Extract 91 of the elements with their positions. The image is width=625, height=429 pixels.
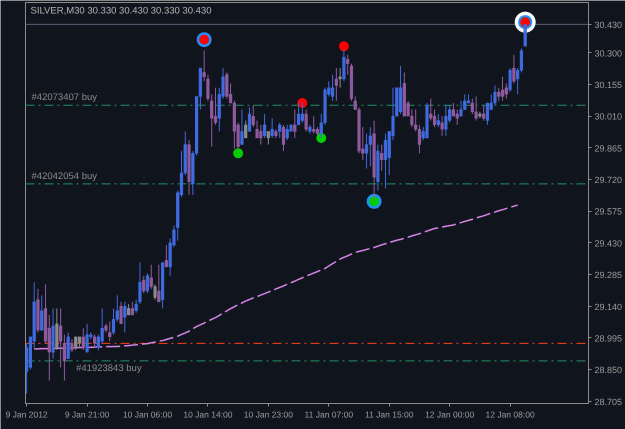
candlestick xyxy=(278,122,282,138)
candlestick xyxy=(146,272,150,294)
candlestick xyxy=(74,336,78,350)
y-tick-label: 28.705 xyxy=(594,396,622,407)
candlestick xyxy=(508,68,512,93)
candlestick xyxy=(142,275,146,294)
candlestick xyxy=(342,50,346,82)
x-tick-label: 11 Jan 15:00 xyxy=(364,410,414,420)
y-tick-label: 29.430 xyxy=(594,238,622,248)
candlestick xyxy=(293,109,296,138)
candlestick xyxy=(296,102,300,126)
chart-title: SILVER,M30 30.330 30.430 30.330 30.430 xyxy=(30,6,212,16)
x-tick-label: 11 Jan 07:00 xyxy=(304,410,354,420)
y-tick-label: 29.865 xyxy=(594,143,622,154)
candlestick xyxy=(486,102,490,126)
candlestick xyxy=(259,124,262,146)
ref-line-label: #42042054 buy xyxy=(32,170,98,182)
candlestick xyxy=(70,338,74,353)
candlestick xyxy=(380,144,384,172)
y-tick-label: 30.010 xyxy=(594,112,622,122)
x-tick-label: 10 Jan 23:00 xyxy=(244,410,294,420)
x-tick-label: 10 Jan 14:00 xyxy=(183,410,233,420)
candlestick xyxy=(368,126,372,167)
ref-line-label: #42073407 buy xyxy=(32,92,98,104)
x-tick-label: 9 Jan 21:00 xyxy=(64,410,110,420)
candlestick xyxy=(82,328,85,350)
y-tick-label: 29.285 xyxy=(594,270,622,280)
candlestick xyxy=(524,24,527,47)
candlestick xyxy=(482,104,486,122)
ref-line-label: #41923843 buy xyxy=(76,362,142,374)
candlestick xyxy=(252,104,255,128)
candlestick xyxy=(282,124,286,152)
candlestick xyxy=(248,106,252,132)
candlestick xyxy=(384,133,388,189)
candlestick xyxy=(286,124,289,141)
y-tick-label: 30.300 xyxy=(594,48,622,58)
candlestick xyxy=(330,74,334,102)
candlestick xyxy=(440,116,444,136)
candlestick xyxy=(123,301,126,333)
candlestick xyxy=(112,308,116,336)
candlestick xyxy=(78,336,82,348)
candlestick xyxy=(456,109,459,126)
candlestick xyxy=(66,332,70,360)
candlestick xyxy=(130,301,134,316)
candlestick xyxy=(40,294,44,331)
x-tick-label: 12 Jan 08:00 xyxy=(486,410,535,420)
candlestick xyxy=(418,124,422,154)
candlestick xyxy=(266,130,270,146)
point xyxy=(233,148,244,158)
candlestick xyxy=(338,68,342,88)
candlestick xyxy=(444,104,448,136)
x-tick-label: 9 Jan 2012 xyxy=(6,410,48,420)
x-tick-label: 10 Jan 06:00 xyxy=(122,410,172,420)
candlestick xyxy=(214,87,218,126)
candlestick xyxy=(119,301,123,324)
candlestick xyxy=(150,264,153,290)
candlestick xyxy=(134,299,138,314)
y-tick-label: 28.850 xyxy=(594,365,622,376)
y-tick-label: 29.720 xyxy=(594,175,622,186)
candlestick xyxy=(436,113,440,128)
candlestick xyxy=(138,262,142,305)
candlestick xyxy=(262,113,266,138)
point xyxy=(338,41,349,52)
ref-line-label: 30.430 xyxy=(594,20,622,30)
candlestick xyxy=(334,68,338,102)
candlestick xyxy=(108,321,112,342)
candlestick xyxy=(459,100,463,117)
candlestick xyxy=(512,54,516,84)
y-tick-label: 30.155 xyxy=(594,80,622,90)
candlestick xyxy=(312,116,316,134)
candlestick xyxy=(500,76,504,102)
candlestick xyxy=(270,118,274,138)
candlestick xyxy=(493,85,497,106)
y-tick-label: 29.140 xyxy=(594,302,622,312)
candlestick xyxy=(153,284,157,300)
candlestick xyxy=(497,87,500,102)
candlestick xyxy=(304,109,308,132)
candlestick xyxy=(127,304,130,316)
candlestick xyxy=(255,120,259,138)
y-tick-label: 28.995 xyxy=(594,333,622,344)
x-tick-label: 12 Jan 00:00 xyxy=(425,410,475,420)
candlestick xyxy=(164,244,168,268)
y-tick-label: 29.575 xyxy=(594,206,622,217)
candlestick xyxy=(244,120,248,138)
candlestick xyxy=(93,334,96,348)
candlestick xyxy=(85,323,89,353)
candlestick xyxy=(225,72,228,100)
candlestick xyxy=(300,102,304,124)
candlestick xyxy=(157,264,160,302)
candlestick xyxy=(474,96,478,122)
candlestick xyxy=(240,109,244,146)
